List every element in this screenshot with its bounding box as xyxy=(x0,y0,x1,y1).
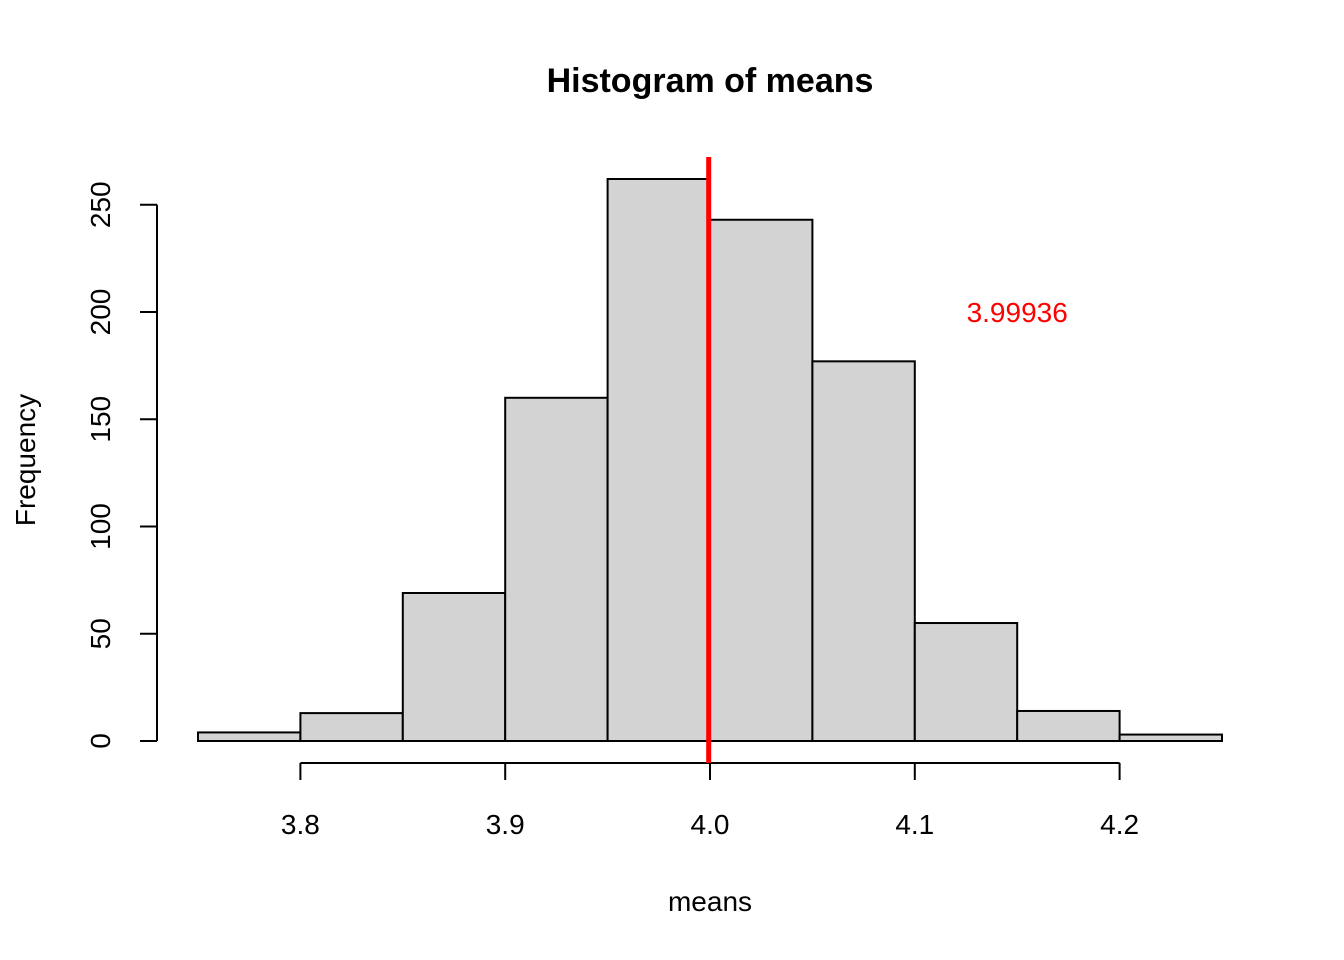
histogram-bar-7 xyxy=(913,622,1019,742)
histogram-bar-1 xyxy=(299,712,404,742)
x-tick-label-2: 4.0 xyxy=(691,809,730,840)
histogram-bar-0 xyxy=(197,731,302,743)
y-tick-label-5: 250 xyxy=(85,181,116,228)
x-tick-label-4: 4.2 xyxy=(1100,809,1139,840)
y-tick-label-2: 100 xyxy=(85,503,116,550)
y-axis: 0 50 100 150 200 250 xyxy=(85,181,158,749)
mean-annotation: 3.99936 xyxy=(967,297,1068,328)
histogram-bar-9 xyxy=(1118,733,1223,742)
histogram-bar-5 xyxy=(709,218,814,742)
chart-title: Histogram of means xyxy=(547,62,874,100)
y-tick-label-3: 150 xyxy=(85,396,116,443)
x-tick-label-1: 3.9 xyxy=(486,809,525,840)
y-tick-label-4: 200 xyxy=(85,289,116,336)
histogram-bar-3 xyxy=(504,396,609,742)
x-axis: 3.8 3.9 4.0 4.1 4.2 xyxy=(281,762,1139,840)
x-tick-label-3: 4.1 xyxy=(895,809,934,840)
y-axis-label: Frequency xyxy=(10,394,41,526)
histogram-bar-2 xyxy=(401,591,507,742)
histogram-bar-6 xyxy=(811,360,916,742)
x-tick-label-0: 3.8 xyxy=(281,809,320,840)
histogram-bar-8 xyxy=(1016,709,1121,743)
x-axis-label: means xyxy=(668,886,752,917)
bars-group xyxy=(197,178,1223,743)
histogram-bar-4 xyxy=(606,178,711,742)
y-tick-label-1: 50 xyxy=(85,618,116,649)
y-tick-label-0: 0 xyxy=(85,733,116,749)
